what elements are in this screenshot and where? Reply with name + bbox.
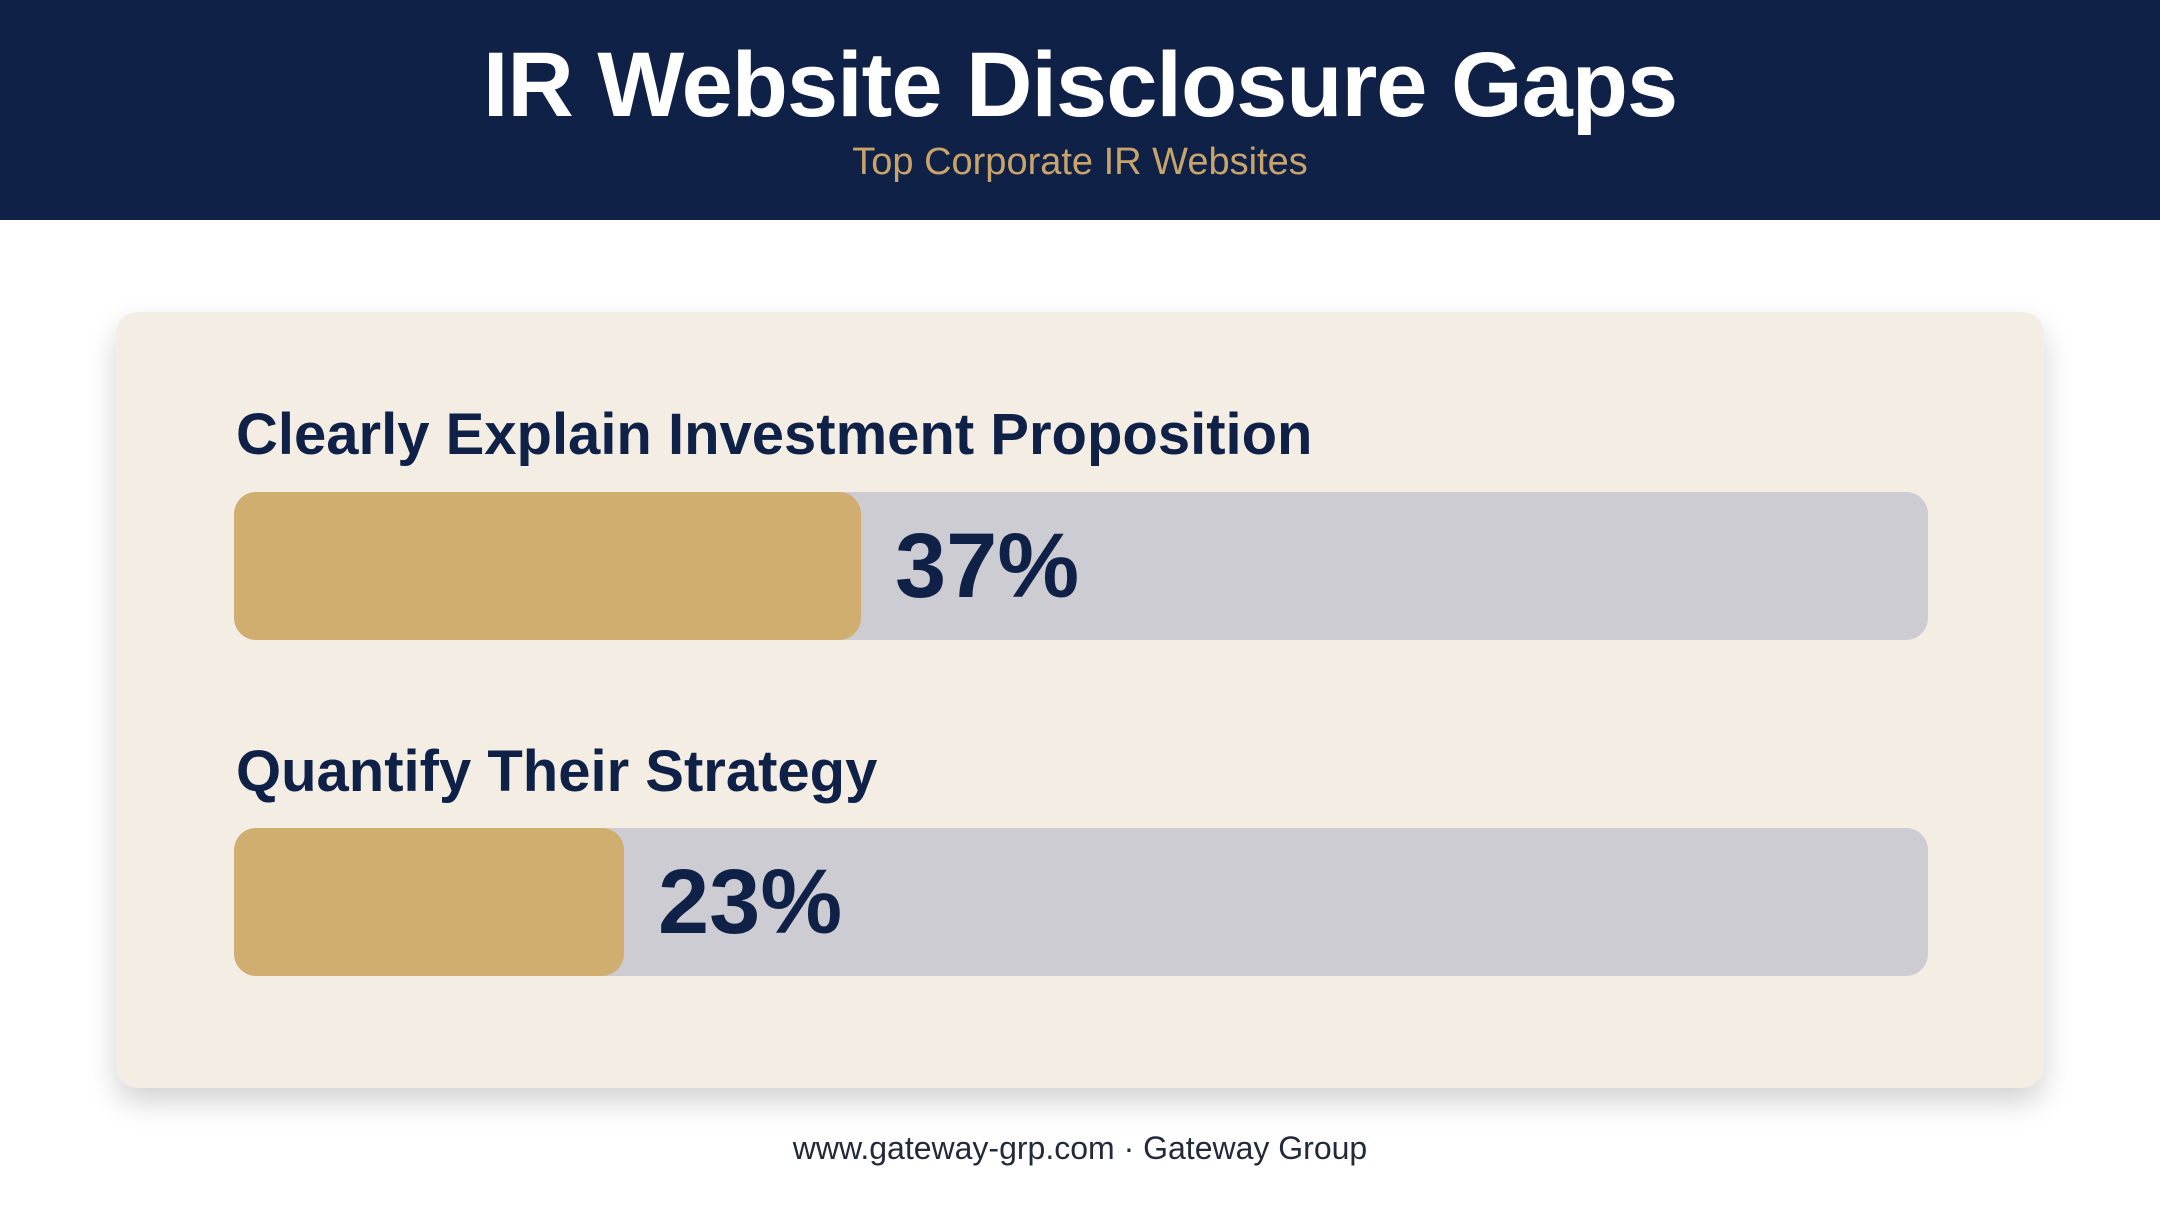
header-banner: IR Website Disclosure Gaps Top Corporate… [0,0,2160,220]
chart-card: Clearly Explain Investment Proposition 3… [116,312,2044,1088]
chart-subtitle: Top Corporate IR Websites [852,141,1308,183]
bar-track-2: 23% [234,828,1928,976]
bar-value-label-1: 37% [895,515,1080,617]
bar-track-1: 37% [234,492,1928,640]
chart-title: IR Website Disclosure Gaps [482,34,1678,136]
bar-fill-2 [234,828,624,976]
bar-value-label-2: 23% [658,851,843,953]
bar-fill-1 [234,492,861,640]
footer-credit: www.gateway-grp.com · Gateway Group [792,1130,1368,1166]
bar-label-2: Quantify Their Strategy [236,739,878,804]
bar-label-1: Clearly Explain Investment Proposition [236,402,1313,467]
